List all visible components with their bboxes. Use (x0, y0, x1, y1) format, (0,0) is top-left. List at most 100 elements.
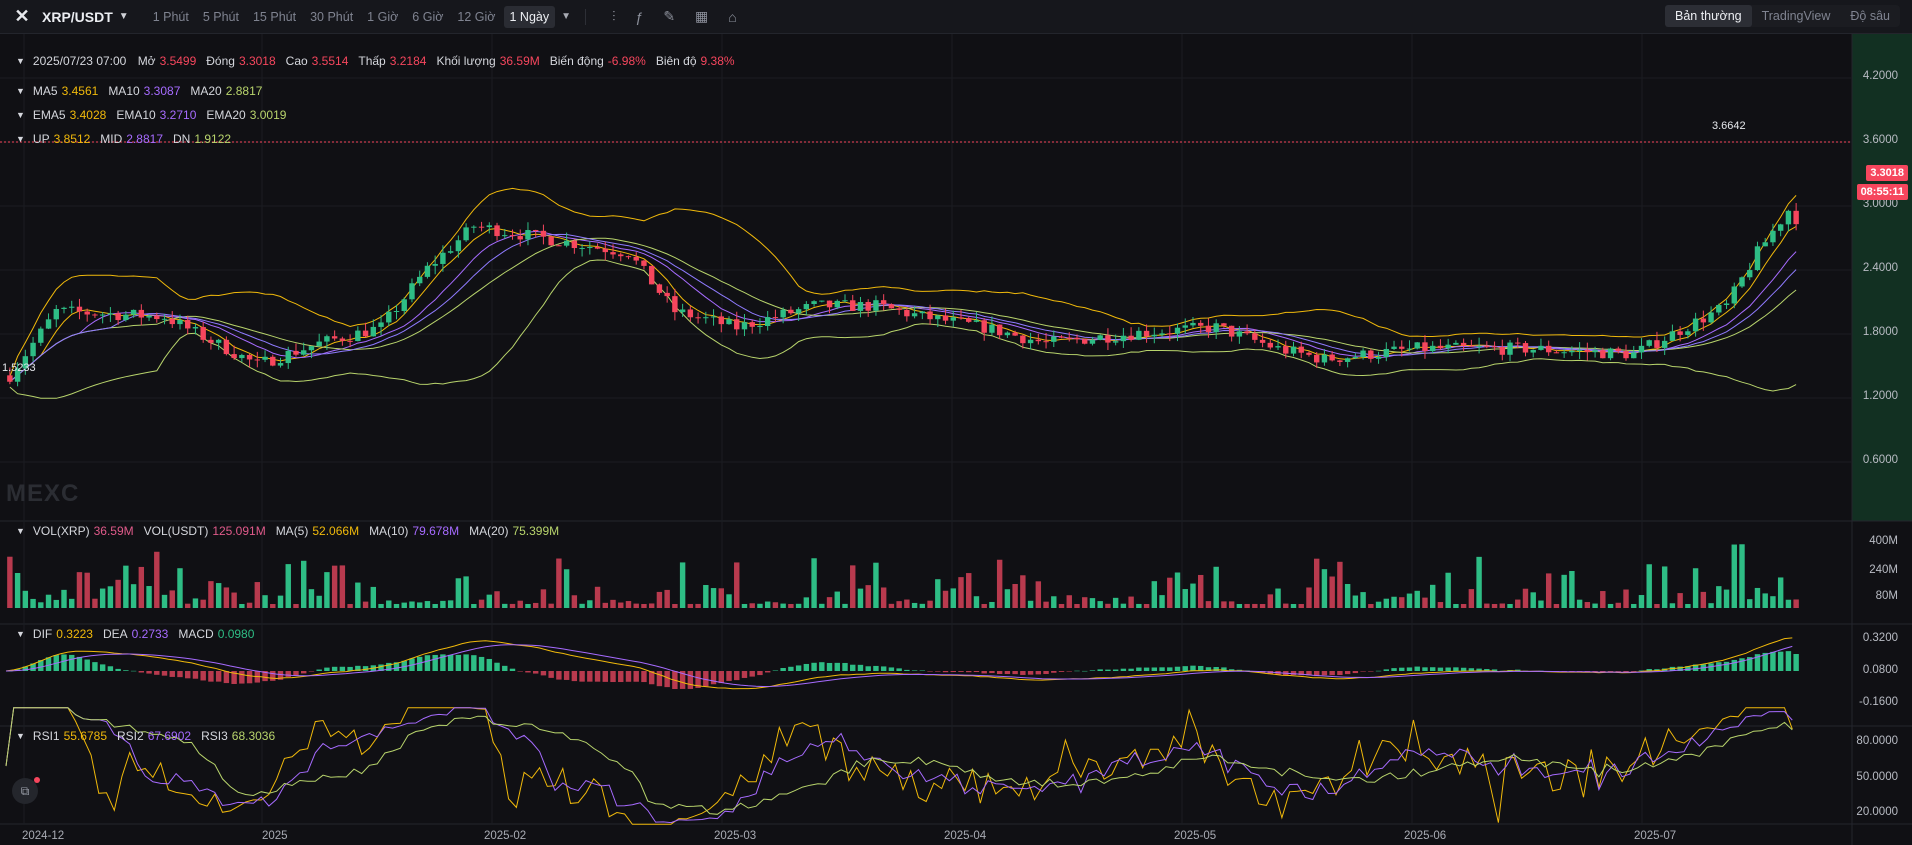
volume-bar (548, 603, 554, 608)
volume-bar (409, 601, 415, 608)
candle-body (285, 350, 291, 364)
axis-tick-label: 0.0800 (1862, 664, 1898, 676)
candle-body (1313, 354, 1320, 363)
interval-tab[interactable]: 6 Giờ (412, 9, 444, 24)
chevron-down-icon[interactable]: ▼ (16, 134, 25, 144)
volume-bar (1785, 599, 1792, 608)
pair-selector[interactable]: XRP/USDT ▼ (42, 9, 129, 25)
macd-bar (246, 671, 253, 684)
candle-body (1383, 348, 1390, 357)
vol-xrp-label: VOL(XRP) (32, 524, 90, 538)
volume-bar (53, 599, 59, 608)
macd-bar (1576, 671, 1583, 672)
macd-bar (130, 670, 137, 672)
volume-bar (1437, 602, 1444, 608)
volume-bar (1344, 584, 1351, 608)
volume-bar (1545, 573, 1552, 608)
view-tab[interactable]: Bản thường (1664, 5, 1752, 27)
interval-tab[interactable]: 15 Phút (252, 9, 297, 24)
chevron-down-icon[interactable]: ▼ (561, 11, 572, 22)
interval-tab[interactable]: 5 Phút (202, 9, 239, 24)
candle-body (888, 304, 895, 309)
chart-canvas[interactable] (0, 34, 1912, 845)
candle-body (154, 315, 160, 320)
candle-body (811, 301, 817, 305)
macd-bar (1646, 669, 1652, 671)
chevron-down-icon[interactable]: ▼ (16, 629, 25, 639)
volume-bar (850, 565, 856, 608)
volume-bar (1460, 603, 1467, 608)
macd-bar (355, 665, 361, 671)
close-value: 3.3018 (238, 54, 276, 68)
volume-bar (1654, 603, 1660, 608)
vol-ma10-label: MA(10) (369, 524, 409, 538)
macd-bar (850, 664, 856, 671)
indicator-settings-button[interactable]: ⧉ (12, 778, 38, 804)
macd-bar (1128, 668, 1134, 671)
volume-bar (84, 572, 90, 608)
candle-body (1561, 352, 1567, 354)
interval-tab[interactable]: 12 Giờ (457, 9, 496, 24)
view-tab[interactable]: TradingView (1761, 9, 1831, 23)
candle-body (246, 354, 253, 360)
layout-icon[interactable]: ▦ (695, 8, 709, 24)
close-label: Đóng (206, 54, 235, 68)
candle-type-icon[interactable]: ⫶ (612, 8, 616, 24)
volume-bar (795, 603, 802, 608)
chevron-down-icon[interactable]: ▼ (16, 110, 25, 120)
interval-tab[interactable]: 1 Phút (152, 9, 189, 24)
macd-bar (1329, 671, 1335, 676)
interval-tab[interactable]: 1 Ngày (503, 5, 556, 28)
volume-bar (215, 583, 222, 608)
draw-icon[interactable]: ✎ (663, 8, 676, 24)
volume-bar (308, 589, 315, 608)
chevron-down-icon[interactable]: ▼ (16, 731, 25, 741)
macd-bar (270, 671, 276, 681)
volume-bar (1731, 544, 1737, 608)
volume-bar (270, 603, 276, 608)
volume-bar (1700, 591, 1707, 608)
macd-bar (540, 671, 547, 676)
indicator-icon[interactable]: ƒ (635, 8, 644, 25)
macd-bar (757, 671, 763, 676)
macd-bar (22, 666, 29, 671)
volume-bar (92, 598, 98, 608)
macd-bar (239, 671, 245, 684)
logo-icon[interactable]: ✕ (14, 6, 30, 26)
chevron-down-icon[interactable]: ▼ (16, 86, 25, 96)
macd-bar (107, 666, 114, 671)
macd-bar (911, 670, 918, 671)
volume-bar (594, 586, 601, 608)
volume-bar (1391, 596, 1397, 608)
chevron-down-icon[interactable]: ▼ (16, 56, 25, 66)
macd-bar (1491, 669, 1498, 671)
macd-bar (1221, 667, 1227, 671)
axis-tick-label: 4.2000 (1862, 70, 1898, 82)
candle-body (14, 368, 21, 382)
volume-bar (556, 558, 562, 608)
volume-bar (1352, 595, 1359, 608)
candle-body (1661, 340, 1668, 348)
volume-bar (115, 579, 121, 608)
volume-bar (1569, 570, 1575, 608)
candle-body (641, 260, 647, 266)
volume-bar (1174, 572, 1181, 608)
chevron-down-icon[interactable]: ▼ (16, 526, 25, 536)
candle-body (1066, 337, 1072, 339)
macd-bar (703, 671, 709, 687)
volume-bar (130, 584, 137, 608)
candle-body (1700, 318, 1707, 323)
macd-bar (525, 671, 531, 673)
volume-bar (888, 603, 895, 608)
boll-up-value: 3.8512 (53, 132, 91, 146)
volume-bar (996, 559, 1003, 608)
macd-bar (1337, 671, 1343, 675)
volume-bar (517, 600, 523, 608)
view-tab[interactable]: Độ sâu (1850, 9, 1890, 23)
candle-body (1592, 350, 1598, 353)
volume-bar (1051, 596, 1057, 608)
interval-tab[interactable]: 1 Giờ (367, 9, 399, 24)
volume-bar (1422, 597, 1428, 608)
interval-tab[interactable]: 30 Phút (310, 9, 354, 24)
camera-icon[interactable]: ⌂ (728, 8, 737, 25)
